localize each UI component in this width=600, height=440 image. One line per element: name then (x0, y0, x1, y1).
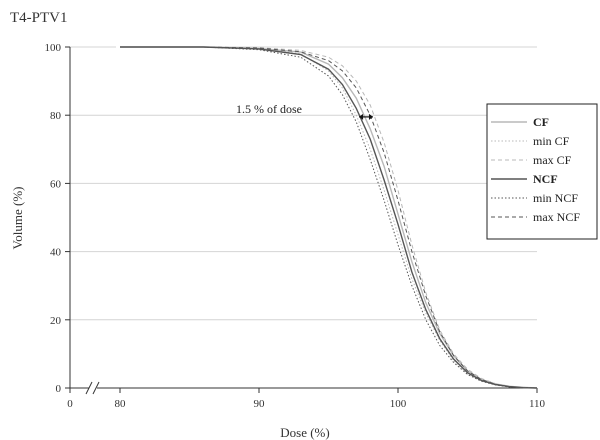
x-tick-label: 80 (115, 398, 127, 410)
y-tick-label: 80 (50, 110, 62, 122)
y-tick-label: 100 (45, 42, 62, 54)
legend-label: CF (533, 115, 549, 129)
annotation-text: 1.5 % of dose (236, 102, 302, 116)
grid-lines (70, 46, 537, 321)
series-line-ncf (120, 46, 538, 389)
annotation-arrowhead (359, 113, 364, 120)
series-lines (120, 46, 538, 389)
chart-title: T4-PTV1 (10, 10, 68, 26)
legend-label: NCF (533, 172, 558, 186)
x-tick-label: 100 (390, 398, 407, 410)
legend-label: min NCF (533, 191, 578, 205)
y-tick-label: 20 (50, 315, 62, 327)
x-tick-label: 0 (67, 398, 73, 410)
x-tick-label: 90 (254, 398, 266, 410)
x-tick-label: 110 (529, 398, 546, 410)
legend-label: max CF (533, 153, 572, 167)
legend-label: max NCF (533, 210, 580, 224)
axes: 0 20 40 60 80 100 0 80 90 100 110 (45, 42, 546, 410)
legend: CF min CF max CF NCF min NCF max NCF (486, 103, 598, 240)
legend-label: min CF (533, 134, 570, 148)
series-line-min-cf (120, 46, 538, 389)
axis-break-mark (85, 381, 93, 395)
y-axis-title: Volume (%) (10, 187, 25, 250)
axis-break-mark (92, 381, 100, 395)
y-tick-label: 40 (50, 247, 62, 259)
x-axis-title: Dose (%) (280, 425, 329, 440)
annotation: 1.5 % of dose (236, 102, 373, 120)
annotation-arrowhead (368, 113, 373, 120)
series-line-max-ncf (120, 46, 538, 389)
y-tick-label: 0 (56, 383, 62, 395)
series-line-min-ncf (120, 46, 538, 389)
y-tick-label: 60 (50, 178, 62, 190)
series-line-cf (120, 46, 538, 389)
series-line-max-cf (120, 46, 538, 389)
